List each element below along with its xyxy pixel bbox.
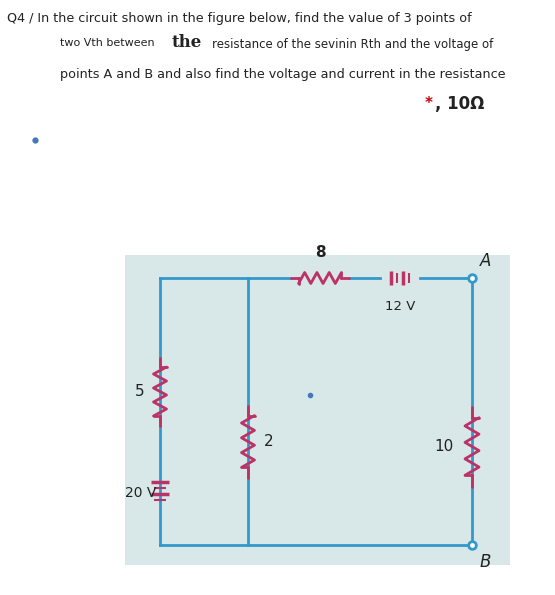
Bar xyxy=(125,255,510,565)
Text: 10: 10 xyxy=(435,439,454,454)
Text: B: B xyxy=(480,553,491,571)
Text: two Vth between: two Vth between xyxy=(60,38,155,48)
Text: *: * xyxy=(425,96,433,111)
Text: 20 V: 20 V xyxy=(125,486,157,500)
Text: points A and B and also find the voltage and current in the resistance: points A and B and also find the voltage… xyxy=(60,68,506,81)
Text: the: the xyxy=(172,34,202,51)
Text: 12 V: 12 V xyxy=(385,300,415,313)
Text: , 10Ω: , 10Ω xyxy=(435,95,485,113)
Text: resistance of the sevinin Rth and the voltage of: resistance of the sevinin Rth and the vo… xyxy=(212,38,493,51)
Text: 5: 5 xyxy=(134,384,144,399)
Text: 2: 2 xyxy=(264,434,274,449)
Text: A: A xyxy=(480,252,491,270)
Text: 8: 8 xyxy=(315,245,325,260)
Text: Q4 / In the circuit shown in the figure below, find the value of 3 points of: Q4 / In the circuit shown in the figure … xyxy=(7,12,472,25)
